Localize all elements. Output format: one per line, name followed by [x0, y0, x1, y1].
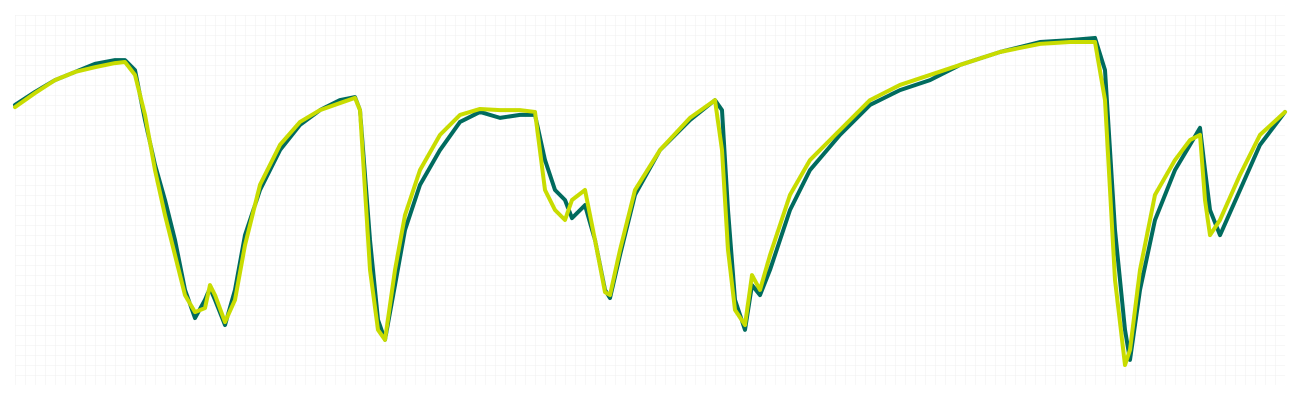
- grid: [15, 15, 1285, 385]
- series-line: [13, 40, 1287, 368]
